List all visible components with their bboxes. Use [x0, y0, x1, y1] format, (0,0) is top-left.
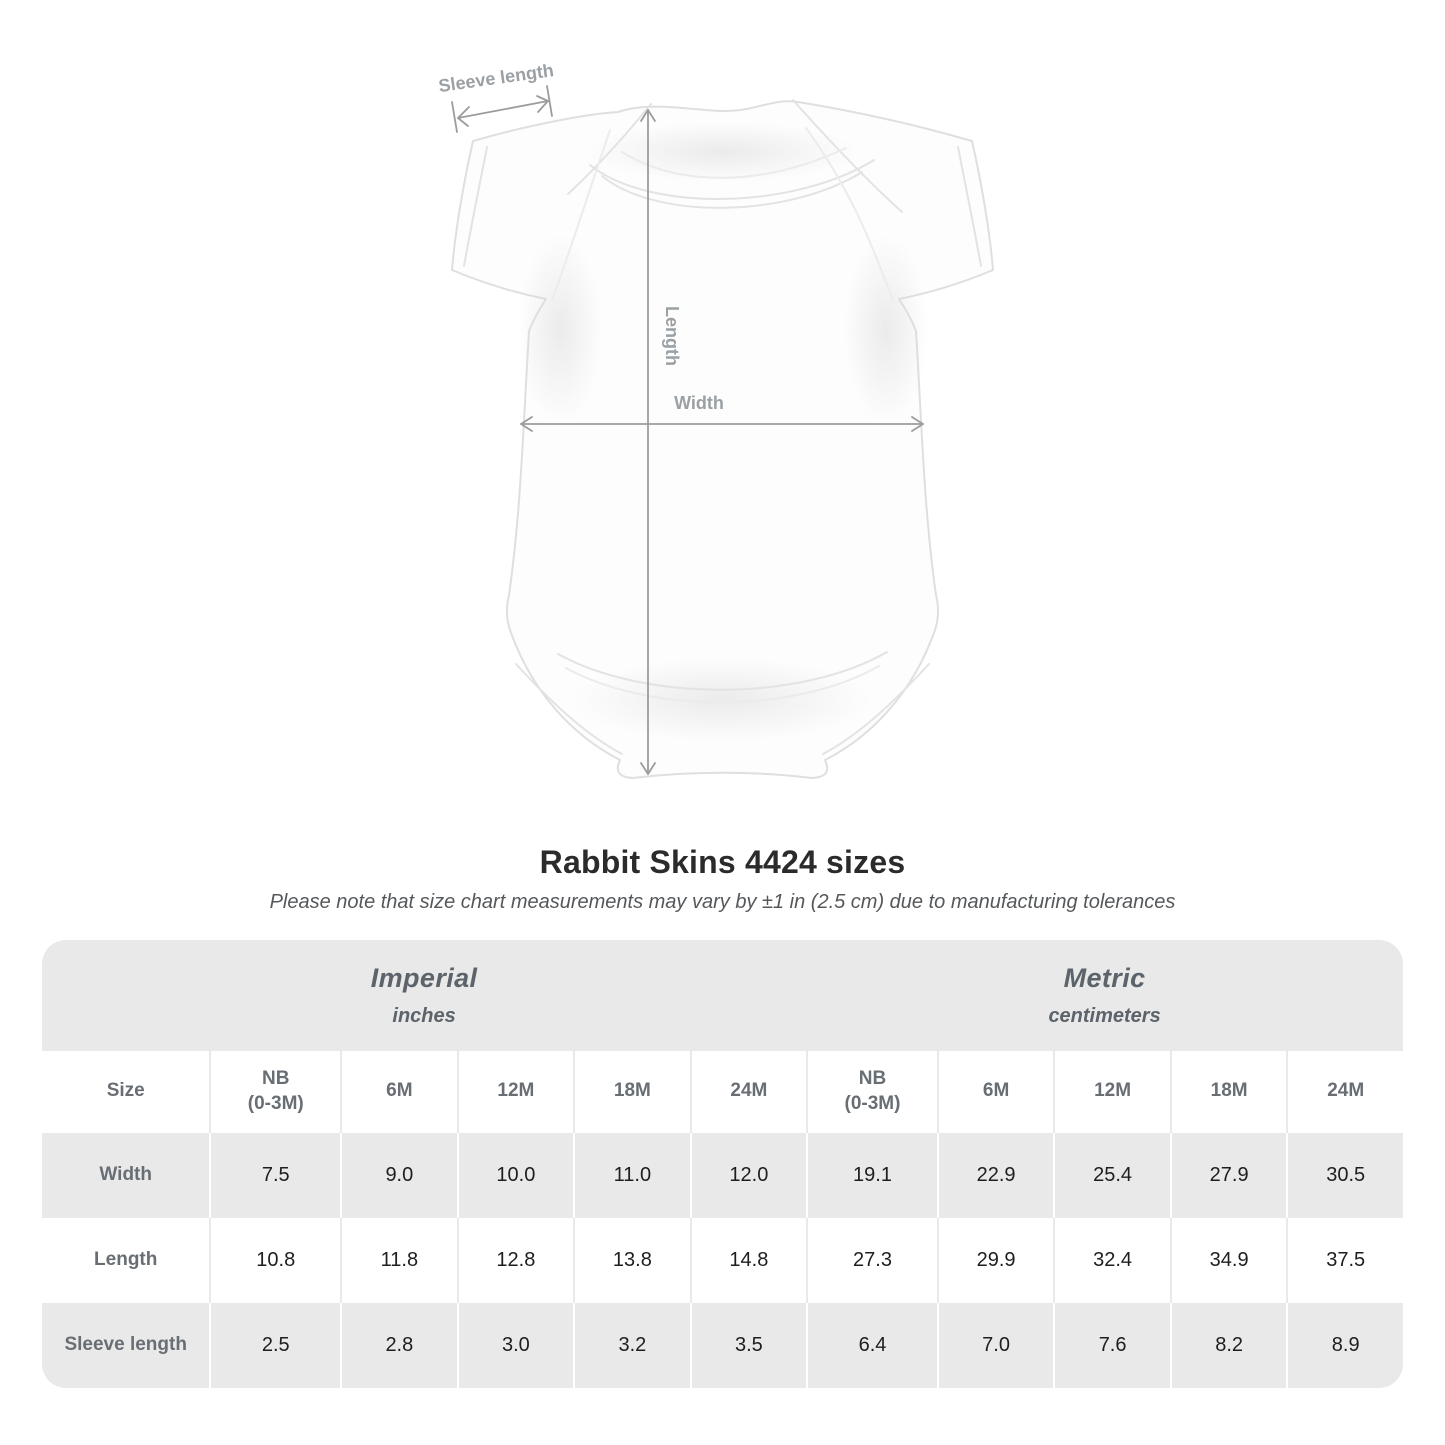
cell-sleeve-6m-cm: 7.0 [936, 1302, 1054, 1388]
cell-length-6m-in: 11.8 [340, 1217, 457, 1303]
cell-sleeve-24m-cm: 8.9 [1286, 1302, 1403, 1388]
cell-sleeve-12m-in: 3.0 [456, 1302, 574, 1388]
column-header-text: 6M [982, 1080, 1010, 1102]
cell-sleeve-18m-cm: 8.2 [1169, 1302, 1287, 1388]
sleeve-length-dimension-arrow [451, 85, 553, 133]
column-header-18m-imperial: 18M [573, 1050, 690, 1133]
row-label-length: Length [94, 1249, 158, 1271]
table-row-length: Length 10.8 11.8 12.8 13.8 14.8 27.3 29.… [42, 1217, 1403, 1303]
column-header-24m-metric: 24M [1286, 1050, 1403, 1133]
column-header-12m-metric: 12M [1053, 1050, 1170, 1133]
size-header-row: Size NB (0-3M) 6M 12M 18M [42, 1050, 1403, 1133]
length-label: Length [662, 306, 682, 366]
bodysuit-seams [463, 99, 982, 755]
cell-length-24m-cm: 37.5 [1286, 1217, 1403, 1303]
cell-width-12m-in: 10.0 [456, 1132, 574, 1218]
column-header-24m-imperial: 24M [689, 1050, 807, 1133]
column-header-text: 18M [613, 1080, 651, 1102]
imperial-label: Imperial [370, 962, 478, 993]
cell-sleeve-nb-cm: 6.4 [806, 1302, 937, 1388]
cell-length-24m-in: 14.8 [689, 1217, 807, 1303]
garment-size-diagram: Sleeve length Length Width [437, 60, 994, 779]
cell-width-24m-cm: 30.5 [1286, 1132, 1403, 1218]
size-chart-table: Imperial inches Metric centimeters Size [42, 939, 1403, 1388]
cell-width-18m-in: 11.0 [573, 1132, 690, 1218]
cell-width-24m-in: 12.0 [689, 1132, 807, 1218]
bodysuit-illustration: Sleeve length Length Width [437, 60, 994, 779]
cell-length-6m-cm: 29.9 [936, 1217, 1054, 1303]
column-header-text: NB [858, 1068, 887, 1090]
cell-width-18m-cm: 27.9 [1169, 1132, 1287, 1218]
cell-sleeve-nb-in: 2.5 [209, 1302, 340, 1388]
imperial-unit-label: inches [392, 1004, 456, 1027]
cell-length-nb-in: 10.8 [209, 1217, 340, 1303]
table-row-width: Width 7.5 9.0 10.0 11.0 12.0 19.1 22.9 2… [42, 1132, 1403, 1218]
column-header-subtext: (0-3M) [844, 1092, 901, 1114]
cell-length-18m-in: 13.8 [573, 1217, 690, 1303]
cell-width-nb-cm: 19.1 [806, 1132, 937, 1218]
column-header-text: 24M [1327, 1080, 1365, 1102]
column-header-12m-imperial: 12M [456, 1050, 574, 1133]
unit-group-metric: Metric centimeters [806, 939, 1403, 1051]
cell-sleeve-24m-in: 3.5 [689, 1302, 807, 1388]
length-dimension-arrow [640, 109, 656, 775]
cell-width-6m-in: 9.0 [340, 1132, 457, 1218]
size-table-container: Imperial inches Metric centimeters Size [42, 939, 1403, 1388]
cell-length-18m-cm: 34.9 [1169, 1217, 1287, 1303]
cell-width-nb-in: 7.5 [209, 1132, 340, 1218]
column-header-text: 12M [497, 1080, 535, 1102]
width-label: Width [674, 393, 724, 413]
unit-group-imperial: Imperial inches [42, 939, 807, 1051]
unit-group-row: Imperial inches Metric centimeters [42, 939, 1403, 1051]
column-header-text: NB [262, 1068, 290, 1090]
page-subtitle: Please note that size chart measurements… [269, 890, 1176, 913]
column-header-nb-metric: NB (0-3M) [806, 1050, 937, 1133]
width-dimension-arrow [520, 416, 924, 432]
bodysuit-shading [518, 122, 928, 742]
column-header-text: 6M [386, 1080, 413, 1102]
cell-length-12m-in: 12.8 [456, 1217, 574, 1303]
column-header-6m-imperial: 6M [340, 1050, 457, 1133]
column-header-nb-imperial: NB (0-3M) [209, 1050, 341, 1133]
cell-sleeve-12m-cm: 7.6 [1053, 1302, 1170, 1388]
cell-width-12m-cm: 25.4 [1053, 1132, 1170, 1218]
page-title: Rabbit Skins 4424 sizes [539, 844, 906, 880]
column-header-text: 12M [1094, 1080, 1132, 1102]
metric-unit-label: centimeters [1048, 1004, 1161, 1027]
column-header-18m-metric: 18M [1169, 1050, 1287, 1133]
cell-width-6m-cm: 22.9 [936, 1132, 1054, 1218]
cell-sleeve-6m-in: 2.8 [340, 1302, 457, 1388]
table-row-sleeve-length: Sleeve length 2.5 2.8 3.0 3.2 3.5 6.4 7.… [42, 1302, 1403, 1388]
column-header-6m-metric: 6M [936, 1050, 1054, 1133]
sleeve-length-label: Sleeve length [437, 60, 555, 96]
chart-heading: Rabbit Skins 4424 sizes Please note that… [0, 844, 1445, 914]
column-header-text: 24M [730, 1080, 768, 1102]
column-header-size: Size [42, 1050, 210, 1133]
metric-label: Metric [1063, 962, 1146, 993]
cell-length-12m-cm: 32.4 [1053, 1217, 1170, 1303]
column-header-subtext: (0-3M) [247, 1092, 304, 1114]
row-label-sleeve-length: Sleeve length [64, 1334, 187, 1356]
row-label-width: Width [99, 1164, 152, 1186]
cell-length-nb-cm: 27.3 [806, 1217, 937, 1303]
cell-sleeve-18m-in: 3.2 [573, 1302, 690, 1388]
column-header-text: 18M [1210, 1080, 1248, 1102]
